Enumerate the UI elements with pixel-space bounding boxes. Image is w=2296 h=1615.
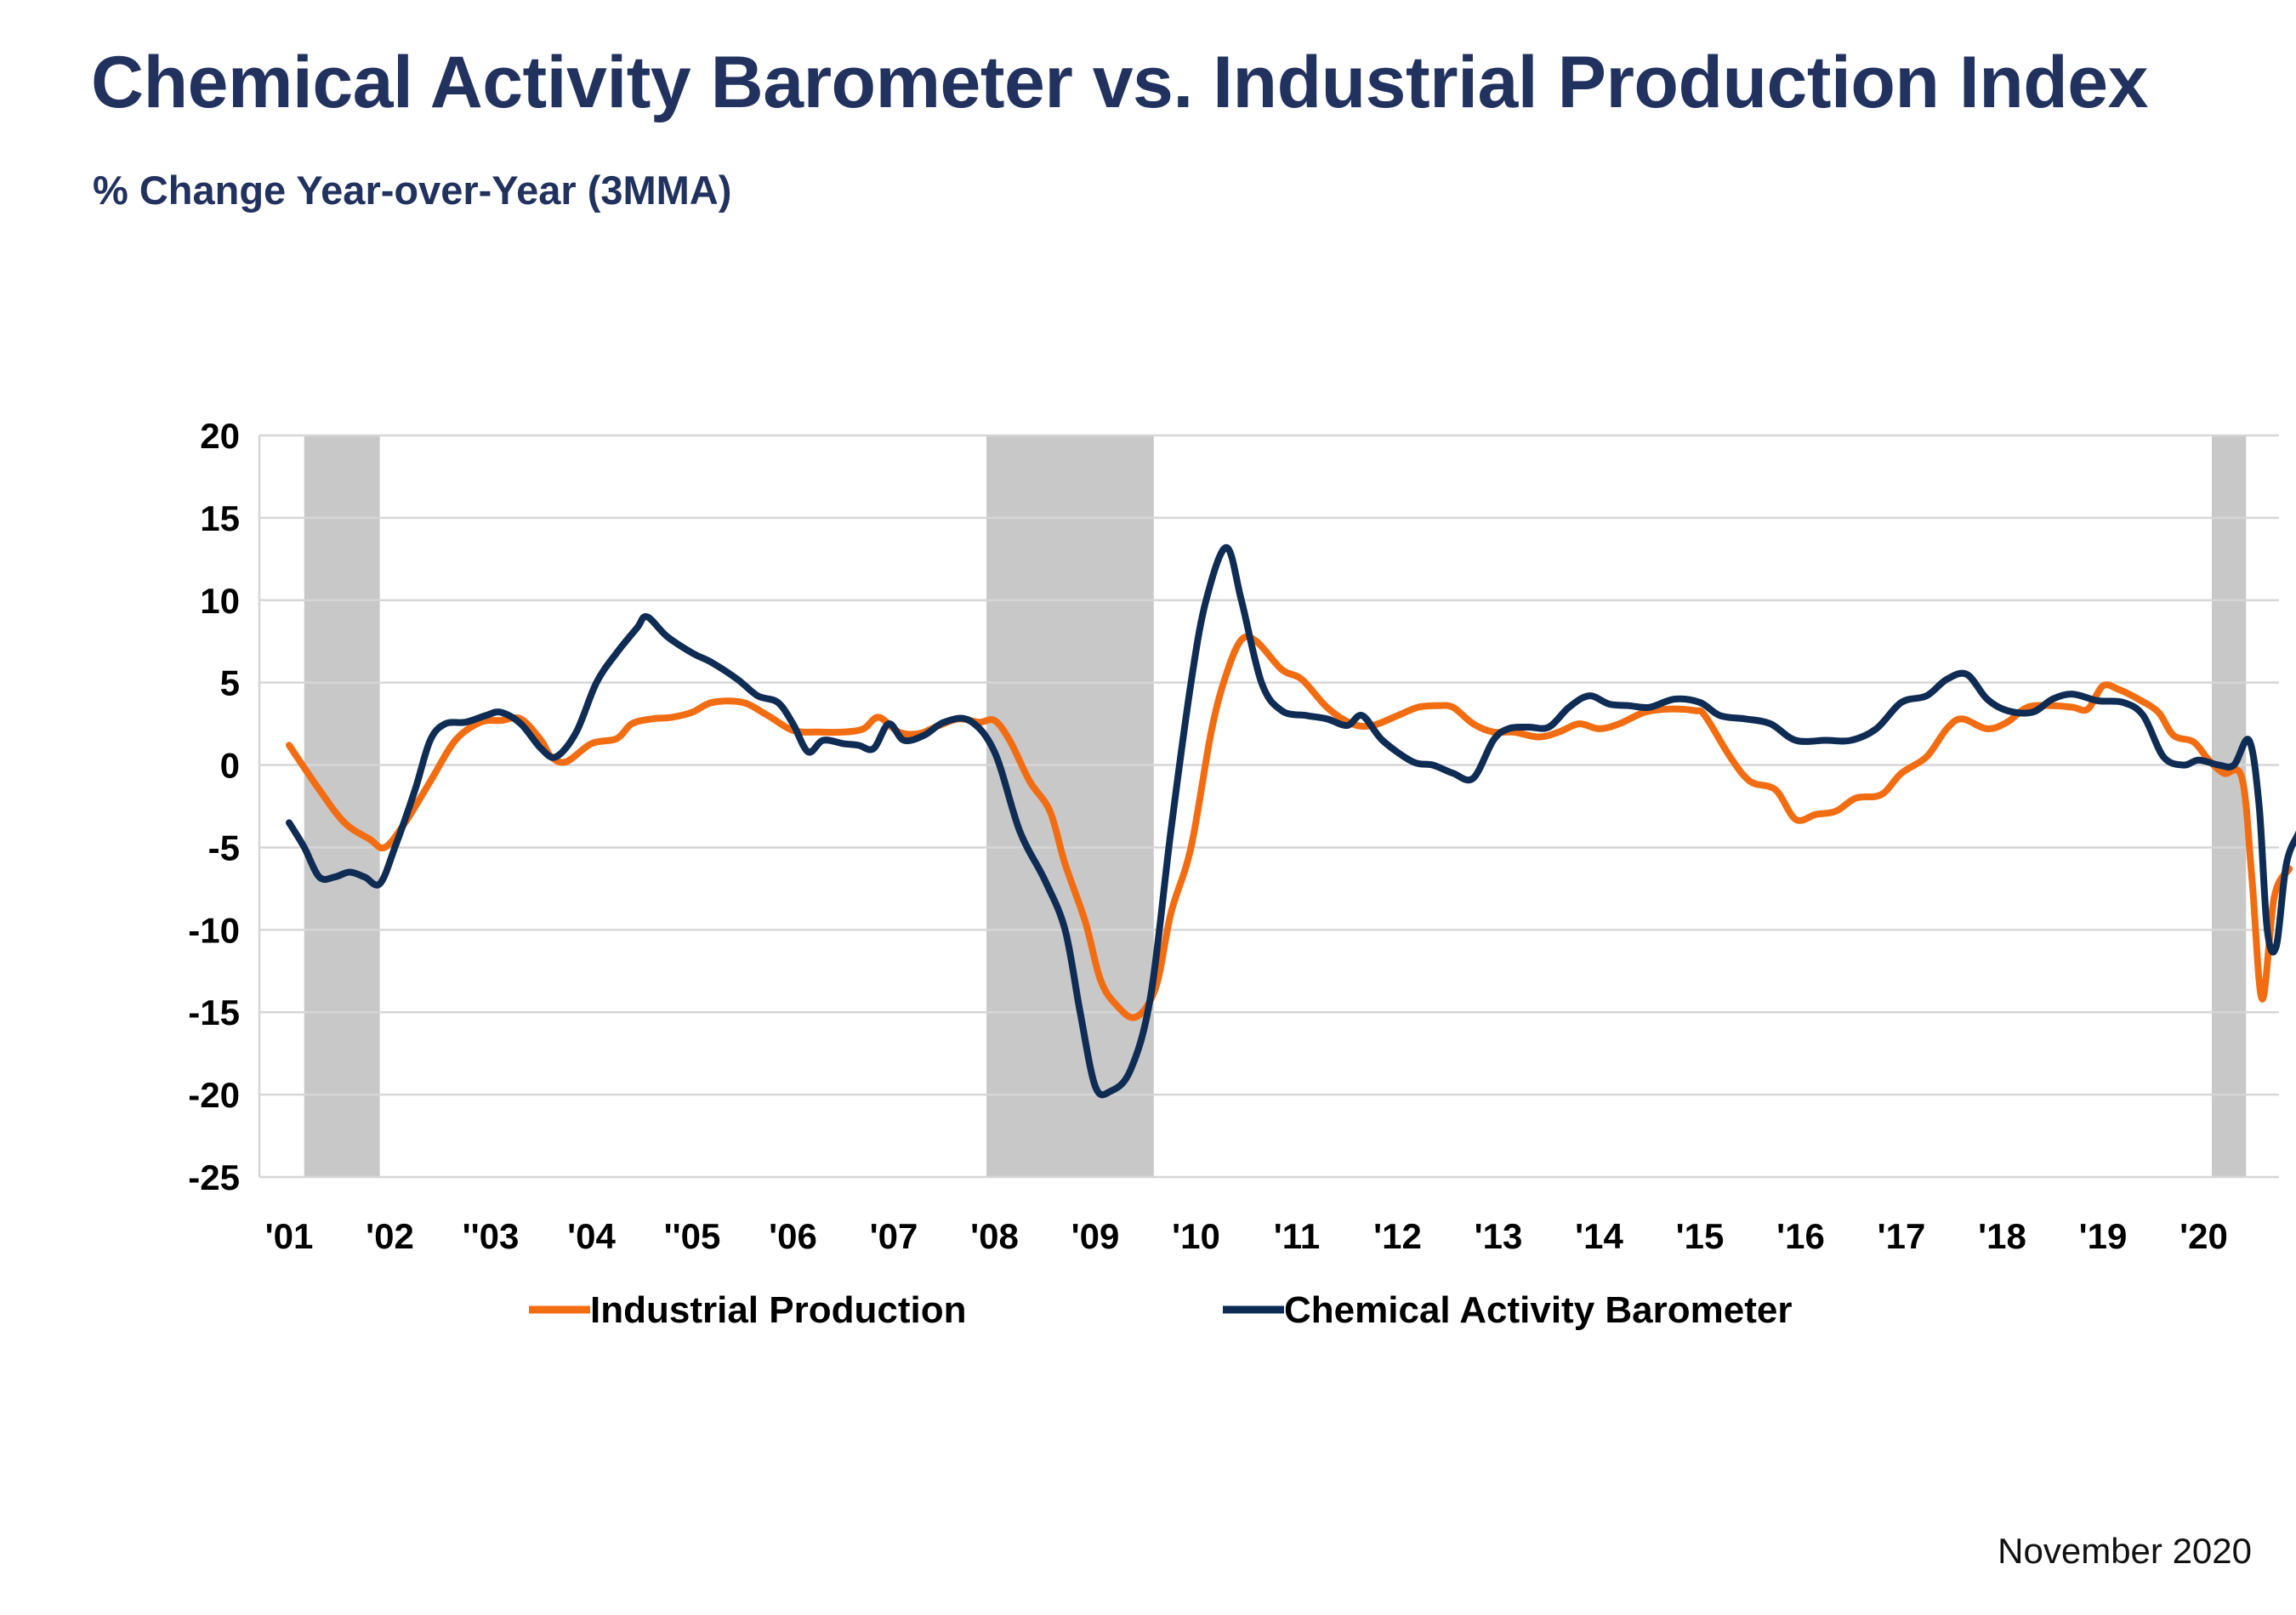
x-tick-label: '04 — [567, 1216, 616, 1256]
legend-label-industrial-production: Industrial Production — [590, 1289, 966, 1331]
legend: Industrial Production Chemical Activity B… — [529, 1289, 1792, 1331]
y-tick-label: 0 — [220, 746, 240, 786]
legend-label-cab: Chemical Activity Barometer — [1284, 1289, 1792, 1331]
y-tick-label: -25 — [188, 1157, 240, 1197]
x-tick-label: '16 — [1776, 1216, 1825, 1256]
x-tick-label: '06 — [769, 1216, 817, 1256]
y-tick-label: 20 — [200, 416, 240, 456]
y-tick-label: -15 — [188, 992, 240, 1032]
recession-band-1 — [304, 435, 380, 1177]
x-tick-label: '09 — [1071, 1216, 1120, 1256]
x-tick-label: '18 — [1978, 1216, 2026, 1256]
x-tick-label: '02 — [366, 1216, 414, 1256]
chart-title: Chemical Activity Barometer vs. Industri… — [91, 42, 2148, 123]
x-tick-label: '11 — [1274, 1216, 1320, 1256]
recession-band-3 — [2211, 435, 2247, 1177]
x-tick-label: '17 — [1878, 1216, 1926, 1256]
series-line-cab — [286, 543, 2296, 1099]
x-tick-label: ''05 — [664, 1216, 721, 1256]
x-tick-label: '12 — [1373, 1216, 1422, 1256]
x-tick-label: '10 — [1172, 1216, 1220, 1256]
x-tick-label: '01 — [265, 1216, 314, 1256]
series-line-industrial-production — [286, 633, 2293, 1021]
x-axis-ticks: '01 '02 ''03 '04 ''05 '06 '07 '08 '09 '10 '11 '12 '1… — [265, 1216, 2228, 1256]
y-tick-label: 15 — [200, 498, 240, 538]
x-tick-label: ''03 — [463, 1216, 520, 1256]
y-tick-label: -5 — [208, 827, 240, 867]
series-lines — [286, 543, 2296, 1099]
recession-shading — [304, 435, 2247, 1177]
x-tick-label: '15 — [1676, 1216, 1725, 1256]
date-label: November 2020 — [1998, 1531, 2252, 1571]
x-tick-label: '07 — [870, 1216, 918, 1256]
y-tick-label: -20 — [188, 1075, 240, 1115]
x-tick-label: '14 — [1575, 1216, 1623, 1256]
y-axis-ticks: 20 15 10 5 0 -5 -10 -15 -20 -25 — [188, 416, 240, 1197]
x-tick-label: '20 — [2179, 1216, 2228, 1256]
y-tick-label: 10 — [200, 581, 240, 621]
y-tick-label: -10 — [188, 910, 240, 950]
x-tick-label: '13 — [1475, 1216, 1523, 1256]
gridlines — [258, 434, 2279, 1179]
y-tick-label: 5 — [220, 663, 240, 703]
x-tick-label: '08 — [970, 1216, 1019, 1256]
chart-subtitle: % Change Year-over-Year (3MMA) — [93, 168, 732, 213]
x-tick-label: '19 — [2079, 1216, 2128, 1256]
